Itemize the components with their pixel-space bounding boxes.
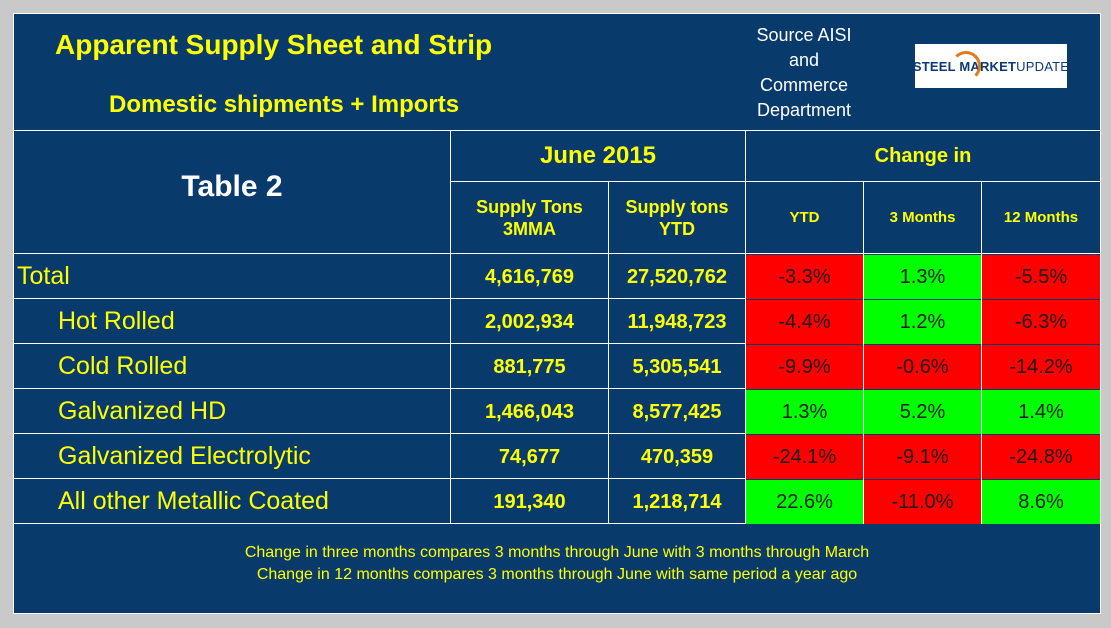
change-3-months-cell: -9.1% [864, 435, 981, 479]
change-ytd-cell: -24.1% [746, 435, 863, 479]
change-ytd-cell: -9.9% [746, 345, 863, 389]
source-note: Source AISI and Commerce Department [744, 23, 864, 123]
divider [14, 523, 1100, 524]
column-header-line: Supply Tons [476, 196, 583, 217]
supply-ytd-cell: 27,520,762 [626, 265, 728, 288]
page-subtitle: Domestic shipments + Imports [109, 91, 460, 118]
change-12-months-cell: -14.2% [982, 345, 1100, 389]
table-name: Table 2 [181, 170, 283, 203]
divider [14, 130, 1100, 131]
source-line: Department [756, 100, 852, 120]
source-line: Commerce [759, 75, 848, 95]
supply-ytd-cell: 1,218,714 [632, 490, 722, 513]
row-label: Cold Rolled [58, 351, 188, 380]
row-label: Galvanized HD [58, 396, 227, 425]
supply-3mma-cell: 191,340 [493, 490, 566, 513]
change-12-months-cell: -24.8% [982, 435, 1100, 479]
source-line: Source AISI [756, 25, 852, 45]
supply-ytd-cell: 11,948,723 [627, 310, 727, 333]
column-header-line: YTD [659, 218, 695, 239]
column-header-line: Supply tons [625, 196, 729, 217]
divider [863, 181, 864, 523]
supply-ytd-cell: 8,577,425 [632, 400, 722, 423]
source-line: and [788, 50, 820, 70]
divider [981, 181, 982, 523]
supply-3mma-cell: 1,466,043 [485, 400, 574, 423]
row-label: Total [17, 261, 70, 290]
divider [14, 298, 1100, 299]
change-12-months-cell: 1.4% [982, 390, 1100, 434]
footnote: Change in three months compares 3 months… [14, 542, 1100, 586]
column-header-supply-3mma: Supply Tons 3MMA [451, 182, 608, 253]
divider [608, 181, 609, 523]
change-in-header: Change in [874, 144, 972, 167]
divider [14, 343, 1100, 344]
row-label: Hot Rolled [58, 306, 175, 335]
column-header-12-months: 12 Months [1003, 209, 1079, 226]
supply-3mma-cell: 4,616,769 [485, 265, 574, 288]
divider [450, 130, 451, 523]
logo-text-regular: UPDATE [1016, 58, 1070, 74]
table-panel: Apparent Supply Sheet and Strip Domestic… [13, 13, 1101, 614]
row-label: All other Metallic Coated [58, 486, 329, 515]
supply-ytd-cell: 5,305,541 [632, 355, 722, 378]
column-header-supply-ytd: Supply tons YTD [609, 182, 745, 253]
change-ytd-cell: -4.4% [746, 300, 863, 344]
column-header-ytd: YTD [789, 209, 820, 226]
row-label: Galvanized Electrolytic [58, 441, 311, 470]
divider [14, 433, 1100, 434]
column-header-line: 3MMA [503, 218, 556, 239]
change-3-months-cell: -0.6% [864, 345, 981, 389]
steel-market-update-logo: STEEL MARKET UPDATE [913, 44, 1070, 88]
supply-3mma-cell: 2,002,934 [485, 310, 574, 333]
change-3-months-cell: 1.2% [864, 300, 981, 344]
supply-3mma-cell: 74,677 [498, 445, 561, 468]
divider [450, 181, 1100, 182]
logo-ring-icon [951, 51, 981, 81]
footnote-line: Change in three months compares 3 months… [244, 544, 870, 561]
supply-ytd-cell: 470,359 [640, 445, 714, 468]
period-header: June 2015 [539, 142, 657, 169]
change-3-months-cell: 5.2% [864, 390, 981, 434]
change-ytd-cell: 1.3% [746, 390, 863, 434]
change-3-months-cell: 1.3% [864, 255, 981, 299]
divider [14, 478, 1100, 479]
page-title: Apparent Supply Sheet and Strip [55, 29, 493, 60]
footnote-line: Change in 12 months compares 3 months th… [256, 566, 858, 583]
column-header-3-months: 3 Months [889, 209, 956, 226]
divider [14, 388, 1100, 389]
divider [14, 253, 1100, 254]
change-12-months-cell: 8.6% [982, 480, 1100, 524]
change-3-months-cell: -11.0% [864, 480, 981, 524]
change-ytd-cell: -3.3% [746, 255, 863, 299]
supply-3mma-cell: 881,775 [493, 355, 566, 378]
change-ytd-cell: 22.6% [746, 480, 863, 524]
divider [745, 130, 746, 523]
change-12-months-cell: -6.3% [982, 300, 1100, 344]
change-12-months-cell: -5.5% [982, 255, 1100, 299]
